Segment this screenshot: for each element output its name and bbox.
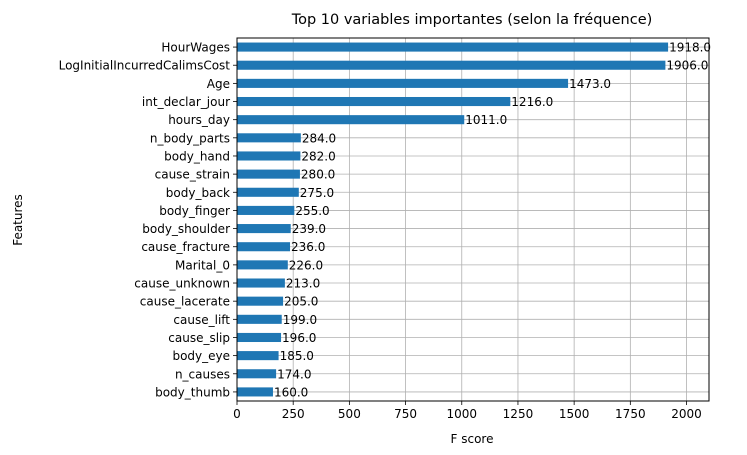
bar-value-label: 1906.0: [666, 59, 708, 73]
y-axis-label: Features: [11, 194, 25, 246]
bar-value-label: 160.0: [274, 385, 308, 399]
x-axis-label: F score: [451, 432, 494, 446]
y-tick-label: body_back: [166, 186, 230, 200]
bar-value-label: 1216.0: [511, 95, 553, 109]
bar: [237, 78, 569, 88]
bar: [237, 169, 300, 179]
y-tick-label: cause_fracture: [141, 240, 230, 254]
bar-value-label: 226.0: [289, 258, 323, 272]
bar-value-label: 282.0: [301, 149, 335, 163]
y-tick-label: body_finger: [159, 204, 230, 218]
x-tick-label: 500: [338, 407, 361, 421]
bar-value-label: 284.0: [302, 131, 336, 145]
bar-value-label: 1918.0: [669, 41, 711, 55]
y-tick-label: cause_unknown: [134, 277, 230, 291]
y-tick-label: cause_lacerate: [140, 295, 230, 309]
y-tick-label: body_eye: [172, 349, 230, 363]
y-tick-label: HourWages: [161, 41, 230, 55]
bar: [237, 42, 669, 52]
bar: [237, 387, 273, 397]
y-tick-label: cause_strain: [155, 168, 230, 182]
bar: [237, 115, 465, 125]
plot-frame: [236, 37, 710, 402]
x-tick-label: 1500: [559, 407, 590, 421]
grid: [236, 38, 709, 401]
data-labels: 1918.0 1906.0 1473.0 1216.0 1011.0 284.0 282.0…: [274, 41, 711, 400]
bar-value-label: 205.0: [284, 295, 318, 309]
chart-title: Top 10 variables importantes (selon la f…: [291, 12, 653, 28]
y-tick-label: n_body_parts: [150, 131, 230, 145]
y-tick-label: cause_lift: [173, 313, 230, 327]
bar-value-label: 255.0: [295, 204, 329, 218]
bar-value-label: 1011.0: [465, 113, 507, 127]
bar: [237, 224, 291, 234]
x-axis-ticks: 0 250 500 750 1000 1250 1500 1750 2000: [233, 401, 702, 421]
x-tick-label: 750: [394, 407, 417, 421]
bar: [237, 60, 666, 70]
bar-value-label: 174.0: [277, 367, 311, 381]
bar: [237, 260, 288, 270]
bar: [237, 296, 284, 306]
bar: [237, 278, 285, 288]
bar: [237, 133, 301, 143]
y-tick-label: body_thumb: [155, 385, 230, 399]
bar-value-label: 1473.0: [569, 77, 611, 91]
bar: [237, 314, 282, 324]
x-tick-label: 1750: [615, 407, 646, 421]
bar: [237, 96, 511, 107]
x-tick-label: 1250: [503, 407, 534, 421]
bar: [237, 351, 279, 361]
bar: [237, 151, 301, 161]
y-tick-label: hours_day: [168, 113, 230, 127]
bar: [237, 187, 299, 197]
bar-value-label: 213.0: [286, 277, 320, 291]
bar: [237, 242, 291, 252]
bar-value-label: 199.0: [283, 313, 317, 327]
bar: [237, 205, 295, 215]
bar: [237, 369, 277, 379]
y-tick-label: cause_slip: [168, 331, 230, 345]
y-tick-label: int_declar_jour: [142, 95, 230, 109]
y-tick-label: body_hand: [164, 149, 230, 163]
bars: [237, 42, 669, 397]
bar-value-label: 185.0: [280, 349, 314, 363]
x-tick-label: 2000: [671, 407, 702, 421]
bar-value-label: 280.0: [301, 168, 335, 182]
y-tick-label: n_causes: [175, 367, 230, 381]
y-axis-ticks: HourWages LogInitialIncurredCalimsCost Age…: [59, 41, 237, 399]
y-tick-label: Age: [207, 77, 230, 91]
y-tick-label: LogInitialIncurredCalimsCost: [59, 59, 231, 73]
bar-value-label: 275.0: [300, 186, 334, 200]
bar-value-label: 239.0: [292, 222, 326, 236]
x-tick-label: 1000: [446, 407, 477, 421]
y-tick-label: body_shoulder: [142, 222, 230, 236]
x-tick-label: 250: [282, 407, 305, 421]
bar: [237, 332, 282, 343]
x-tick-label: 0: [233, 407, 241, 421]
bar-value-label: 196.0: [282, 331, 316, 345]
bar-value-label: 236.0: [291, 240, 325, 254]
y-tick-label: Marital_0: [175, 258, 230, 272]
